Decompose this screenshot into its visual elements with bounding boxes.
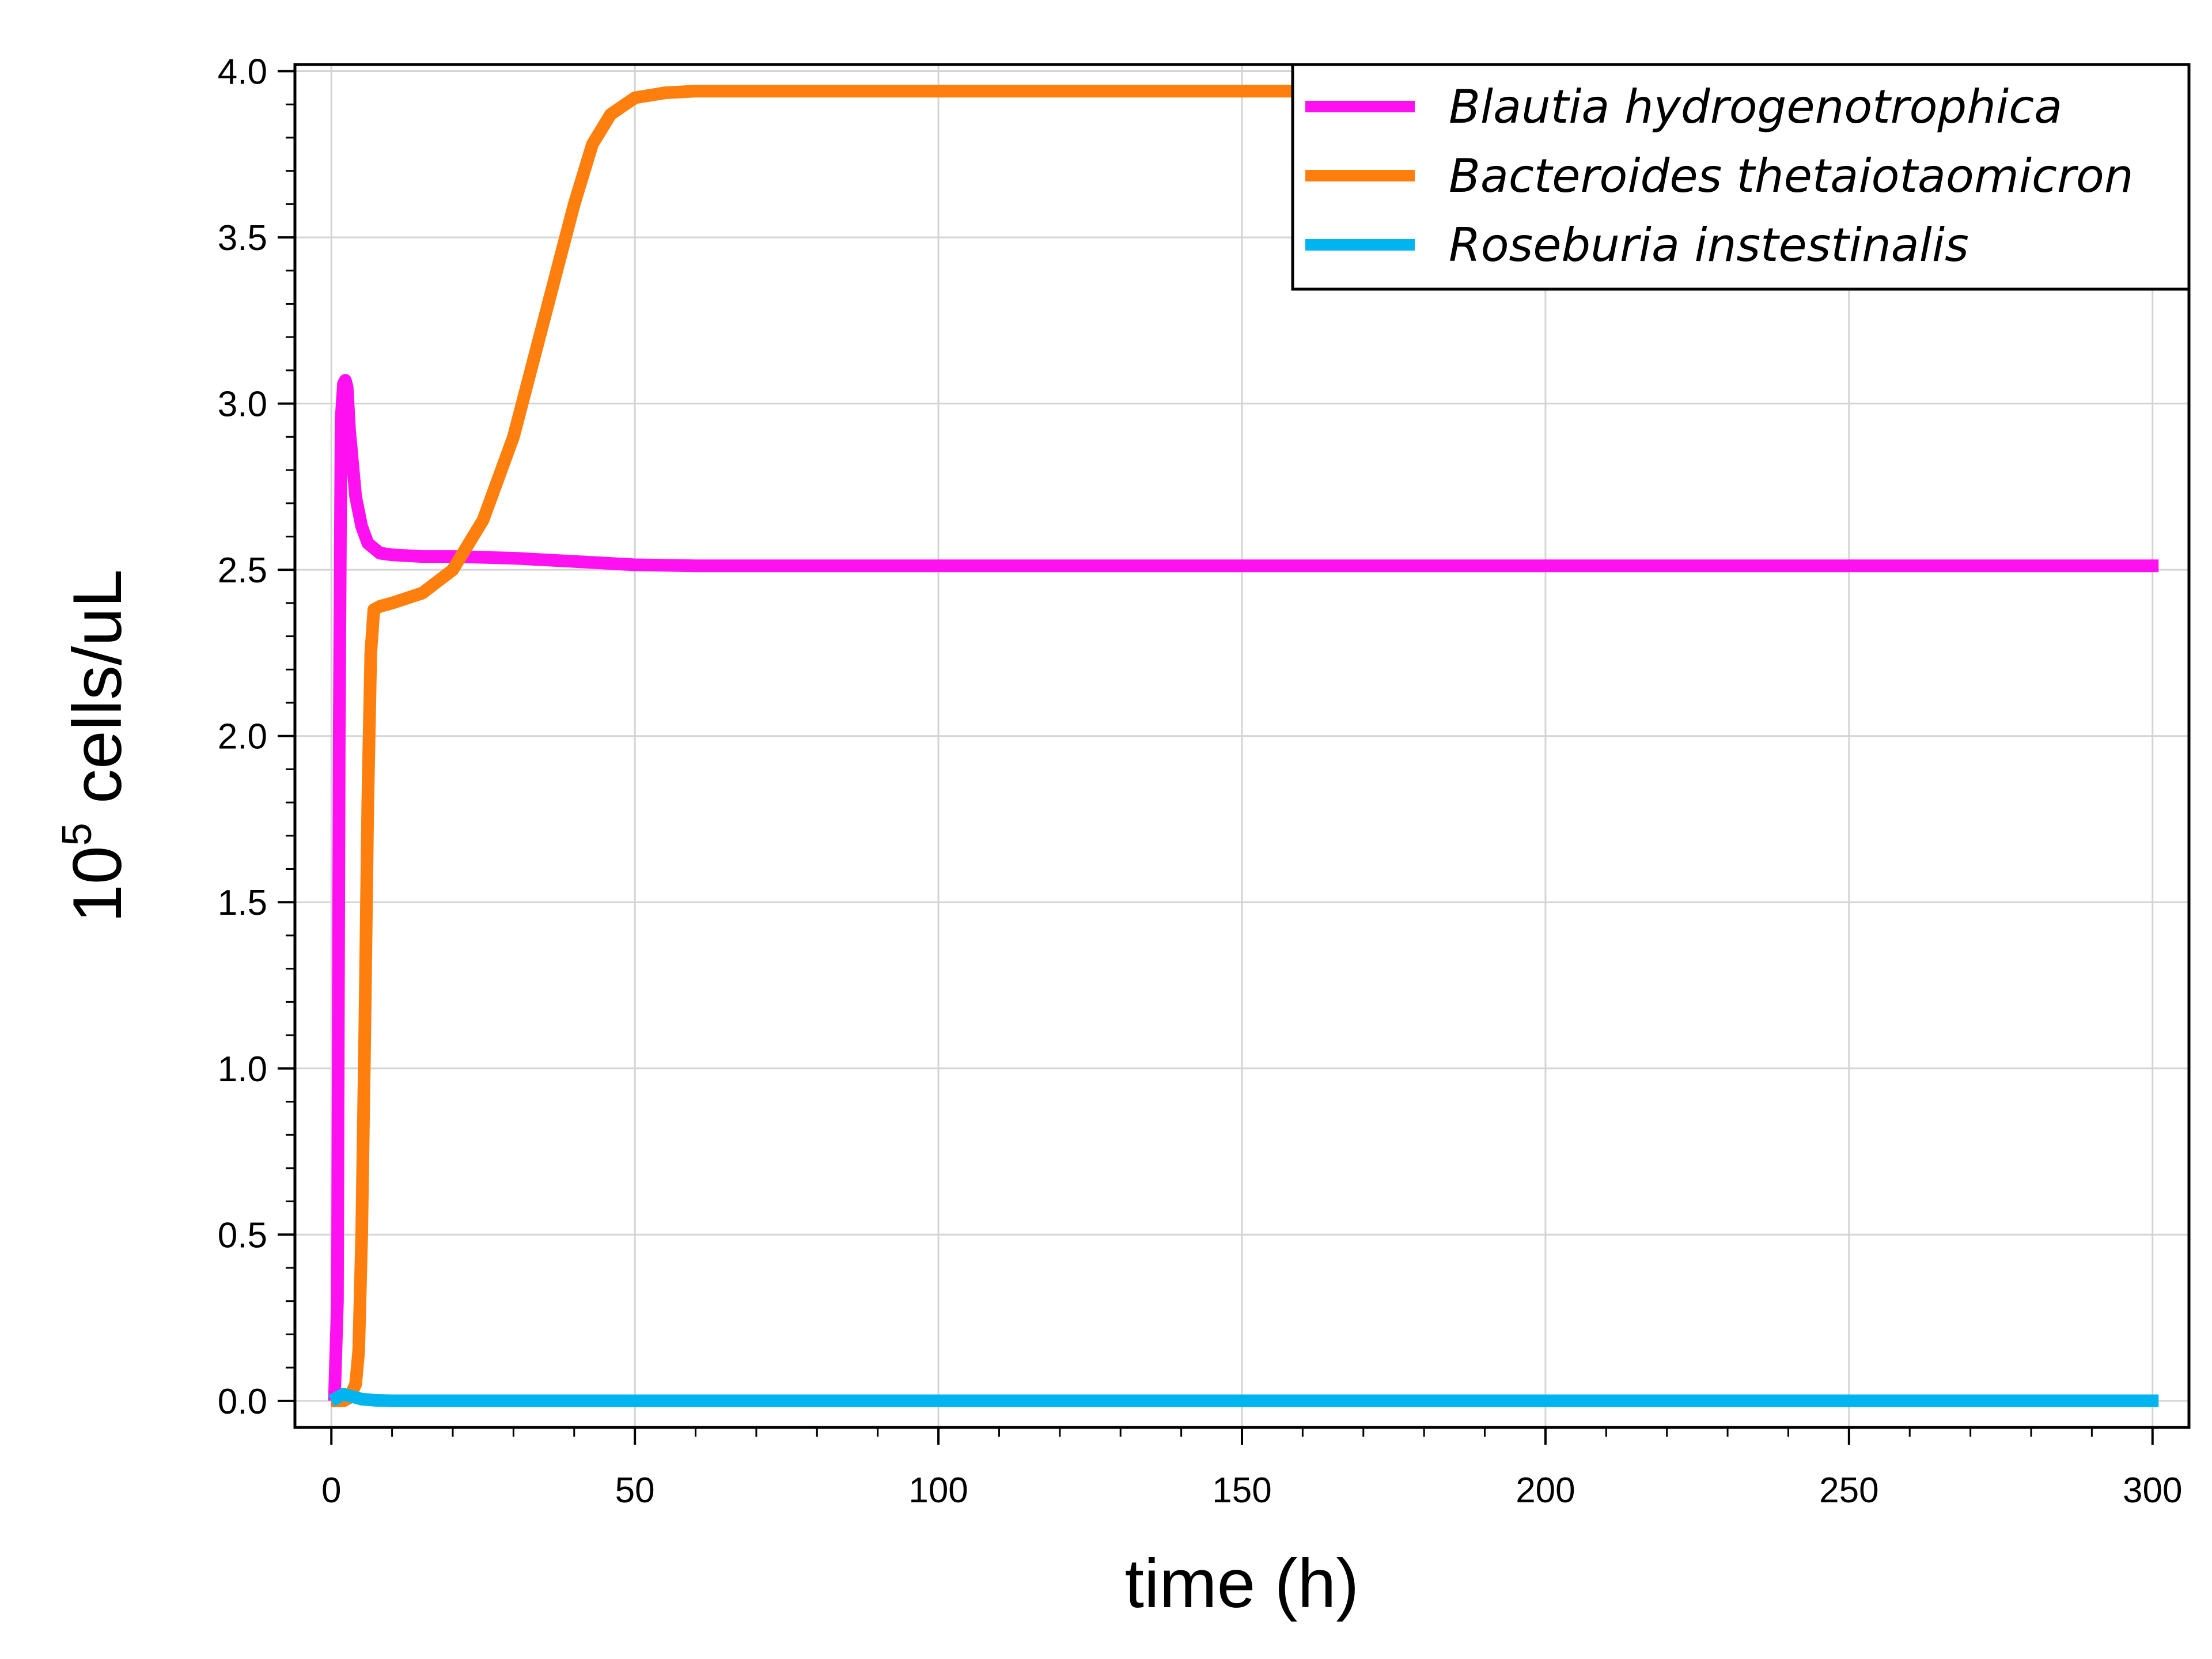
x-tick-label: 0 — [321, 1471, 341, 1510]
legend-box — [1291, 63, 2191, 291]
y-tick-label: 2.5 — [218, 551, 267, 590]
tick-labels: 0 50 100 150 200 250 300 0.0 0.5 1.0 1.5 2.0 2.5 3.0 3… — [218, 52, 2183, 1510]
y-tick-label: 3.5 — [218, 218, 267, 258]
x-tick-label: 250 — [1819, 1471, 1878, 1510]
x-tick-label: 100 — [908, 1471, 968, 1510]
legend-label-roseburia: Roseburia instestinalis — [1449, 218, 1969, 272]
y-tick-label: 1.5 — [218, 883, 267, 923]
y-axis-title: 105 cells/uL — [54, 569, 136, 923]
series-line-bacteroides — [331, 85, 2159, 1407]
y-tick-label: 4.0 — [218, 52, 267, 92]
x-tick-label: 150 — [1212, 1471, 1271, 1510]
x-tick-label: 300 — [2123, 1471, 2182, 1510]
x-tick-label: 200 — [1516, 1471, 1575, 1510]
y-tick-label: 1.0 — [218, 1050, 267, 1089]
legend-label-bacteroides: Bacteroides thetaiotaomicron — [1449, 149, 2134, 203]
legend: Blautia hydrogenotrophica Bacteroides th… — [1291, 63, 2191, 291]
y-axis-title-base: 10 — [59, 846, 136, 922]
axis-ticks — [278, 70, 2154, 1445]
y-tick-label: 3.0 — [218, 385, 267, 425]
y-tick-label: 0.5 — [218, 1215, 267, 1255]
series-line-roseburia — [328, 1388, 2159, 1407]
series-lines — [328, 85, 2159, 1407]
plot-frame — [293, 63, 2191, 1429]
legend-label-blautia: Blautia hydrogenotrophica — [1449, 80, 2062, 134]
x-axis-title: time (h) — [1125, 1545, 1359, 1622]
y-axis-title-exponent: 5 — [54, 823, 100, 846]
series-line-blautia — [328, 374, 2159, 1407]
x-tick-label: 50 — [615, 1471, 655, 1510]
y-axis-title-unit: cells/uL — [59, 569, 136, 823]
y-tick-label: 0.0 — [218, 1382, 267, 1422]
y-tick-label: 2.0 — [218, 717, 267, 757]
